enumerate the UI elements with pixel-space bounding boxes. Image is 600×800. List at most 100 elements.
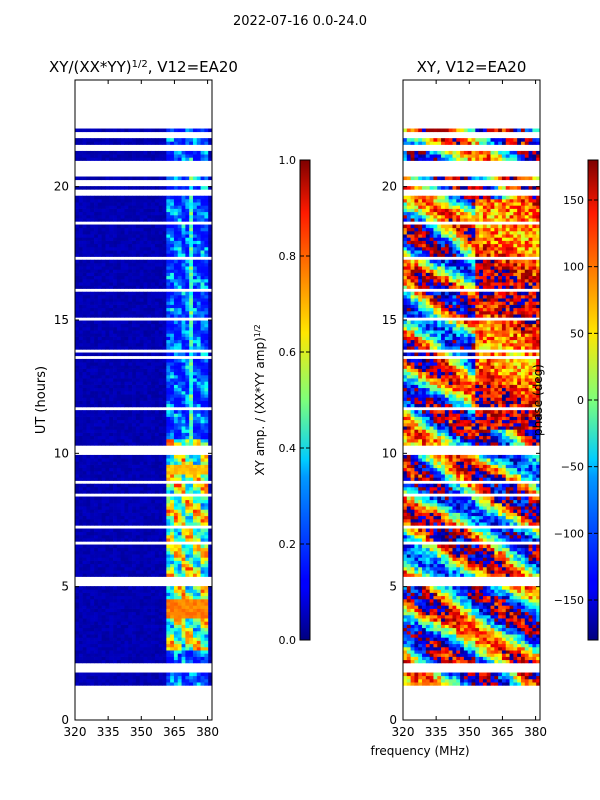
amp-cell — [105, 214, 110, 219]
amp-cell — [135, 442, 141, 446]
amp-cell — [116, 294, 122, 299]
amp-cell — [181, 464, 186, 469]
amp-cell — [185, 627, 190, 632]
amp-cell — [116, 531, 122, 536]
amp-cell — [170, 195, 175, 200]
amp-cell — [151, 624, 156, 629]
amp-cell — [181, 397, 186, 401]
amp-cell — [105, 438, 110, 443]
amp-cell — [109, 342, 114, 347]
amp-cell — [192, 643, 198, 648]
amp-cell — [128, 477, 133, 481]
amp-cell — [192, 326, 198, 331]
amp-cell — [151, 269, 156, 273]
amp-cell — [75, 365, 80, 369]
amp-cell — [75, 269, 80, 273]
amp-cell — [147, 512, 152, 517]
amp-cell — [105, 634, 110, 638]
amp-cell — [105, 474, 110, 478]
amp-cell — [185, 502, 190, 507]
amp-cell — [185, 157, 190, 161]
amp-cell — [173, 176, 179, 181]
amp-cell — [101, 358, 106, 363]
amp-cell — [109, 515, 114, 520]
amp-cell — [90, 531, 95, 536]
amp-cell — [97, 477, 102, 481]
amp-cell — [124, 544, 129, 549]
amp-cell — [109, 429, 114, 433]
amp-cell — [132, 358, 137, 363]
amp-cell — [101, 400, 106, 405]
amp-cell — [120, 365, 125, 369]
amp-cell — [200, 195, 205, 200]
amp-cell — [82, 336, 87, 341]
amp-cell — [196, 294, 201, 299]
amp-cell — [170, 202, 175, 206]
amp-cell — [90, 195, 95, 200]
amp-cell — [177, 534, 182, 539]
amp-cell — [185, 307, 190, 312]
amp-cell — [113, 320, 118, 325]
amp-cell — [139, 266, 144, 270]
amp-cell — [105, 435, 110, 440]
amp-cell — [78, 176, 83, 181]
amp-cell — [208, 454, 212, 459]
amp-cell — [135, 682, 141, 686]
amp-cell — [177, 461, 182, 465]
amp-cell — [82, 618, 87, 622]
amp-cell — [75, 675, 80, 680]
amp-cell — [147, 259, 152, 264]
amp-cell — [158, 275, 163, 280]
amp-cell — [105, 477, 110, 481]
amp-cell — [94, 272, 99, 277]
amp-cell — [90, 227, 95, 232]
amp-cell — [116, 467, 122, 472]
amp-cell — [158, 246, 163, 251]
amp-cell — [120, 336, 125, 341]
amp-cell — [109, 154, 114, 158]
amp-cell — [109, 275, 114, 280]
amp-cell — [200, 336, 205, 341]
amp-cell — [185, 237, 190, 241]
amp-cell — [101, 656, 106, 661]
amp-cell — [78, 410, 83, 414]
amp-cell — [189, 342, 194, 347]
amp-cell — [192, 499, 198, 504]
amp-cell — [154, 237, 160, 241]
amp-cell — [173, 352, 179, 357]
amp-cell — [132, 624, 137, 629]
amp-cell — [143, 643, 148, 648]
amp-cell — [204, 486, 209, 491]
amp-cell — [185, 675, 190, 680]
amp-cell — [154, 461, 160, 465]
amp-cell — [86, 550, 91, 555]
amp-cell — [124, 211, 129, 216]
amp-cell — [162, 531, 167, 536]
amp-cell — [158, 224, 163, 229]
amp-cell — [200, 262, 205, 267]
amp-cell — [139, 413, 144, 417]
amp-cell — [166, 400, 171, 405]
amp-cell — [101, 378, 106, 382]
amp-cell — [109, 496, 114, 501]
amp-cell — [177, 214, 182, 219]
amp-cell — [192, 384, 198, 389]
amp-cell — [139, 675, 144, 680]
amp-cell — [204, 157, 209, 161]
amp-cell — [200, 659, 205, 664]
amp-cell — [192, 454, 198, 459]
amp-cell — [116, 637, 122, 641]
amp-cell — [208, 342, 212, 347]
amp-cell — [173, 470, 179, 475]
amp-cell — [170, 499, 175, 504]
amp-cell — [90, 269, 95, 273]
amp-cell — [147, 381, 152, 385]
amp-cell — [143, 496, 148, 501]
amp-cell — [151, 253, 156, 257]
amp-cell — [90, 486, 95, 491]
amp-cell — [208, 509, 212, 513]
amp-cell — [189, 544, 194, 549]
amp-cell — [147, 442, 152, 446]
amp-cell — [196, 397, 201, 401]
